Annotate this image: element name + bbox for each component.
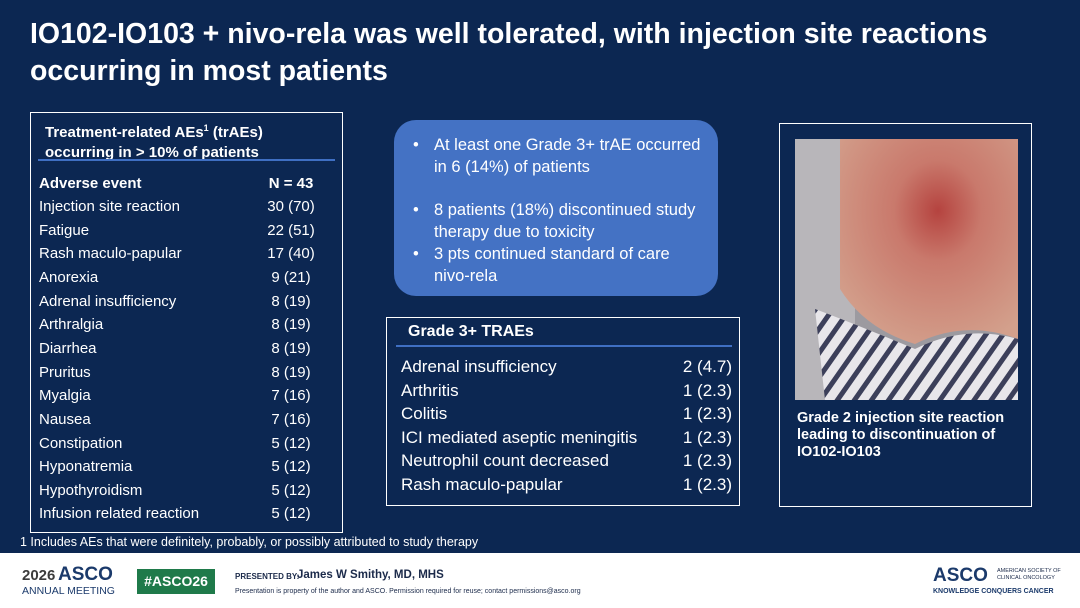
trae-name: Adrenal insufficiency [401,357,557,376]
ae-name: Fatigue [39,221,90,239]
trae-count: 1 (2.3) [682,380,732,400]
ae-table-heading: Treatment-related AEs1 (trAEs) occurring… [45,118,335,163]
footnote: 1 Includes AEs that were definitely, pro… [20,535,479,549]
trae-name: ICI mediated aseptic meningitis [401,427,638,447]
bullet-item: 3 pts continued standard of care nivo-re… [413,245,670,285]
meeting-brand: ASCO [58,564,113,585]
ae-name: Injection site reaction [39,198,180,215]
meeting-year: 2026 [22,567,56,584]
photo-caption: Grade 2 injection site reaction leading … [797,410,1005,460]
bullet-item: At least one Grade 3+ trAE occurred in 6… [413,136,701,176]
trae-count: 1 (2.3) [682,451,732,471]
ae-count: 8 (19) [271,292,311,310]
ae-count: 5 (12) [271,505,311,523]
ae-name: Arthralgia [39,316,104,334]
bullet-marker: • [413,245,419,263]
ae-count: 5 (12) [271,434,311,452]
grade3-heading: Grade 3+ TRAEs [408,323,534,340]
ae-name: Diarrhea [39,339,97,357]
ae-name: Infusion related reaction [39,505,200,523]
ae-name: Hypothyroidism [39,481,143,499]
ae-name: Pruritus [39,363,91,381]
heading-text: (trAEs) occurring in > 10% of patients [45,124,263,161]
hashtag: #ASCO26 [137,569,215,594]
bullet-item: 8 patients (18%) discontinued study ther… [413,201,696,241]
photo-skin [840,139,1018,344]
photo-frame [779,123,1032,507]
ae-count: 22 (51) [267,221,315,239]
ae-count: 8 (19) [271,339,311,357]
clinical-photo [795,139,1018,400]
trae-name: Rash maculo-papular [401,475,563,494]
ae-name: Hyponatremia [39,458,133,476]
presenter: James W Smithy, MD, MHS [297,569,444,581]
trae-name: Colitis [401,404,448,424]
footnote-ref: 1 [203,123,209,133]
ae-count: 30 (70) [267,198,315,215]
slide-title: IO102-IO103 + nivo-rela was well tolerat… [30,18,988,87]
ae-table-frame [30,112,343,533]
trae-count: 1 (2.3) [682,475,732,494]
footer: 2026 ASCO ANNUAL MEETING #ASCO26 PRESENT… [0,553,1080,608]
ae-name: Constipation [39,434,123,452]
ae-count: 17 (40) [267,245,315,263]
heading-rule [38,159,335,161]
ae-count: 7 (16) [271,387,311,405]
heading-rule [396,345,732,347]
photo-fabric [815,309,1018,400]
bullet-marker: • [413,201,419,219]
heading-text: Treatment-related AEs [45,124,204,141]
meeting-name: ANNUAL MEETING [22,585,115,597]
grade3-table-frame [386,317,740,506]
ae-name: Adrenal insufficiency [39,292,177,310]
ae-name: Rash maculo-papular [39,245,182,263]
org-brand: ASCO [933,565,988,586]
ae-count: 8 (19) [271,363,311,381]
trae-name: Arthritis [401,380,459,400]
bullet-marker: • [413,136,419,154]
ae-count: 8 (19) [271,316,311,334]
ae-name: Anorexia [39,268,99,286]
org-name: AMERICAN SOCIETY OF CLINICAL ONCOLOGY [997,568,1061,581]
ae-count: 5 (12) [271,481,311,499]
trae-count: 1 (2.3) [682,404,732,424]
ae-count: 7 (16) [271,410,311,428]
ae-count: 9 (21) [271,268,311,286]
ae-name: Nausea [39,410,91,428]
trae-count: 1 (2.3) [682,427,732,447]
trae-count: 2 (4.7) [682,357,732,376]
column-header: Adverse event [39,175,142,192]
org-tagline: KNOWLEDGE CONQUERS CANCER [933,588,1054,595]
disclaimer: Presentation is property of the author a… [235,588,581,595]
column-header: N = 43 [268,175,314,192]
ae-name: Myalgia [39,387,91,405]
ae-count: 5 (12) [271,458,311,476]
presented-by-label: PRESENTED BY: [235,572,300,581]
summary-box [394,120,718,296]
trae-name: Neutrophil count decreased [401,451,609,471]
